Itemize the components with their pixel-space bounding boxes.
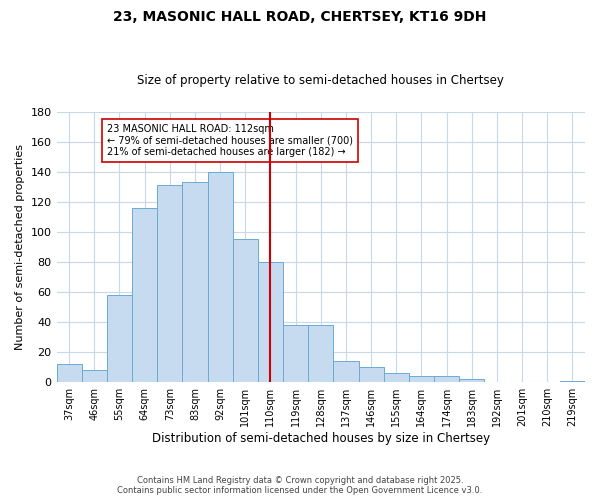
Text: 23, MASONIC HALL ROAD, CHERTSEY, KT16 9DH: 23, MASONIC HALL ROAD, CHERTSEY, KT16 9D… [113, 10, 487, 24]
Bar [383, 373, 409, 382]
Bar [560, 380, 585, 382]
Bar [359, 367, 383, 382]
Bar [56, 364, 82, 382]
Bar [308, 325, 334, 382]
Bar [157, 186, 182, 382]
Bar [208, 172, 233, 382]
Bar [334, 361, 359, 382]
Bar [434, 376, 459, 382]
X-axis label: Distribution of semi-detached houses by size in Chertsey: Distribution of semi-detached houses by … [152, 432, 490, 445]
Text: 23 MASONIC HALL ROAD: 112sqm
← 79% of semi-detached houses are smaller (700)
21%: 23 MASONIC HALL ROAD: 112sqm ← 79% of se… [107, 124, 353, 157]
Bar [233, 240, 258, 382]
Bar [409, 376, 434, 382]
Bar [182, 182, 208, 382]
Bar [82, 370, 107, 382]
Bar [258, 262, 283, 382]
Y-axis label: Number of semi-detached properties: Number of semi-detached properties [15, 144, 25, 350]
Bar [459, 379, 484, 382]
Bar [132, 208, 157, 382]
Text: Contains HM Land Registry data © Crown copyright and database right 2025.
Contai: Contains HM Land Registry data © Crown c… [118, 476, 482, 495]
Bar [107, 295, 132, 382]
Title: Size of property relative to semi-detached houses in Chertsey: Size of property relative to semi-detach… [137, 74, 504, 87]
Bar [283, 325, 308, 382]
